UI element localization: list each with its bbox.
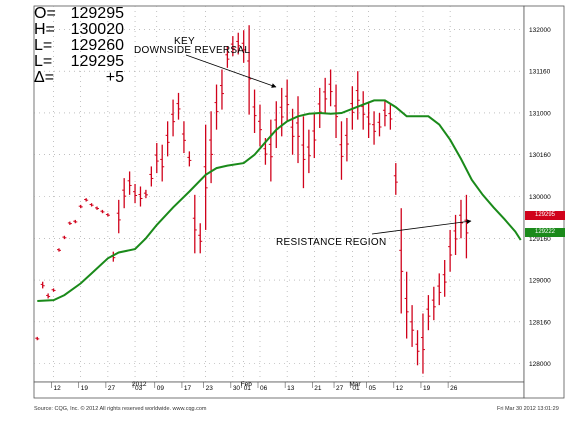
last-price-tag: 129295 [525,211,565,220]
x-tick-label: 19 [423,385,431,392]
source-footer: Source: CQG, Inc. © 2012 All rights rese… [34,406,207,412]
ohlc-key: H= [34,21,55,38]
ohlc-row: L= 129295 [34,54,124,70]
x-tick-label: 23 [206,385,214,392]
plot-area [33,5,525,383]
x-tick-label: 12 [54,385,62,392]
y-tick-label: 132000 [529,27,551,34]
ohlc-key: L= [34,53,53,70]
x-tick-label: 21 [314,385,322,392]
x-tick-label: 27 [336,385,344,392]
resistance-region-label: RESISTANCE REGION [276,237,387,248]
x-axis-labels: 12 19 27 03 09 17 23 30 01 06 13 21 27 01 05 12 19 262012… [51,381,458,392]
y-tick-label: 129000 [529,278,551,285]
moving-average-line [37,99,522,302]
ohlc-row: L= 129260 [34,38,124,54]
period-label: 2012 [132,381,147,388]
ohlc-value: 129295 [70,5,124,22]
y-tick-label: 128000 [529,361,551,368]
x-tick-label: 17 [184,385,192,392]
x-tick-label: 19 [81,385,89,392]
ohlc-row: Δ= +5 [34,70,124,86]
ohlc-readout: O= 129295 H= 130020 L= 129260 L= 129295 Δ= +5 [34,6,124,86]
x-tick-label: 05 [369,385,377,392]
resistance-arrow [371,219,472,235]
ohlc-row: H= 130020 [34,22,124,38]
x-tick-label: 01 [244,385,252,392]
y-tick-label: 128160 [529,319,551,326]
ohlc-key: O= [34,5,56,22]
x-tick-label: 03 [135,385,143,392]
price-axis-strip [523,5,565,399]
y-tick-label: 131000 [529,110,551,117]
y-tick-label: 130000 [529,194,551,201]
downside-reversal-label: DOWNSIDE REVERSAL [134,45,251,56]
reversal-arrow [185,54,277,88]
x-tick-label: 27 [108,385,116,392]
y-axis-labels: 1321601320001311601310001301601300001291… [529,27,551,368]
moving-average [37,99,522,302]
ohlc-value: +5 [105,69,124,86]
period-label: Feb [241,381,253,388]
x-tick-label: 06 [260,385,268,392]
y-tick-label: 131160 [529,69,551,76]
annotation-arrows [185,54,472,235]
ohlc-key: Δ= [34,69,55,86]
ohlc-value: 130020 [70,21,124,38]
x-tick-label: 01 [352,385,360,392]
x-tick-label: 26 [450,385,458,392]
grid [34,6,524,382]
ohlc-row: O= 129295 [34,6,124,22]
x-tick-label: 12 [396,385,404,392]
x-tick-label: 13 [287,385,295,392]
ma-value-tag: 129222 [525,228,565,237]
x-tick-label: 09 [157,385,165,392]
key-label: KEY [174,36,195,47]
y-tick-label: 130160 [529,152,551,159]
period-label: Mar [349,381,361,388]
ohlc-value: 129295 [70,53,124,70]
chart-frame [33,5,565,399]
ohlc-key: L= [34,37,53,54]
ohlc-value: 129260 [70,37,124,54]
x-tick-label: 30 [233,385,241,392]
y-tick-label: 129160 [529,236,551,243]
timestamp-footer: Fri Mar 30 2012 13:01:29 [497,406,559,412]
